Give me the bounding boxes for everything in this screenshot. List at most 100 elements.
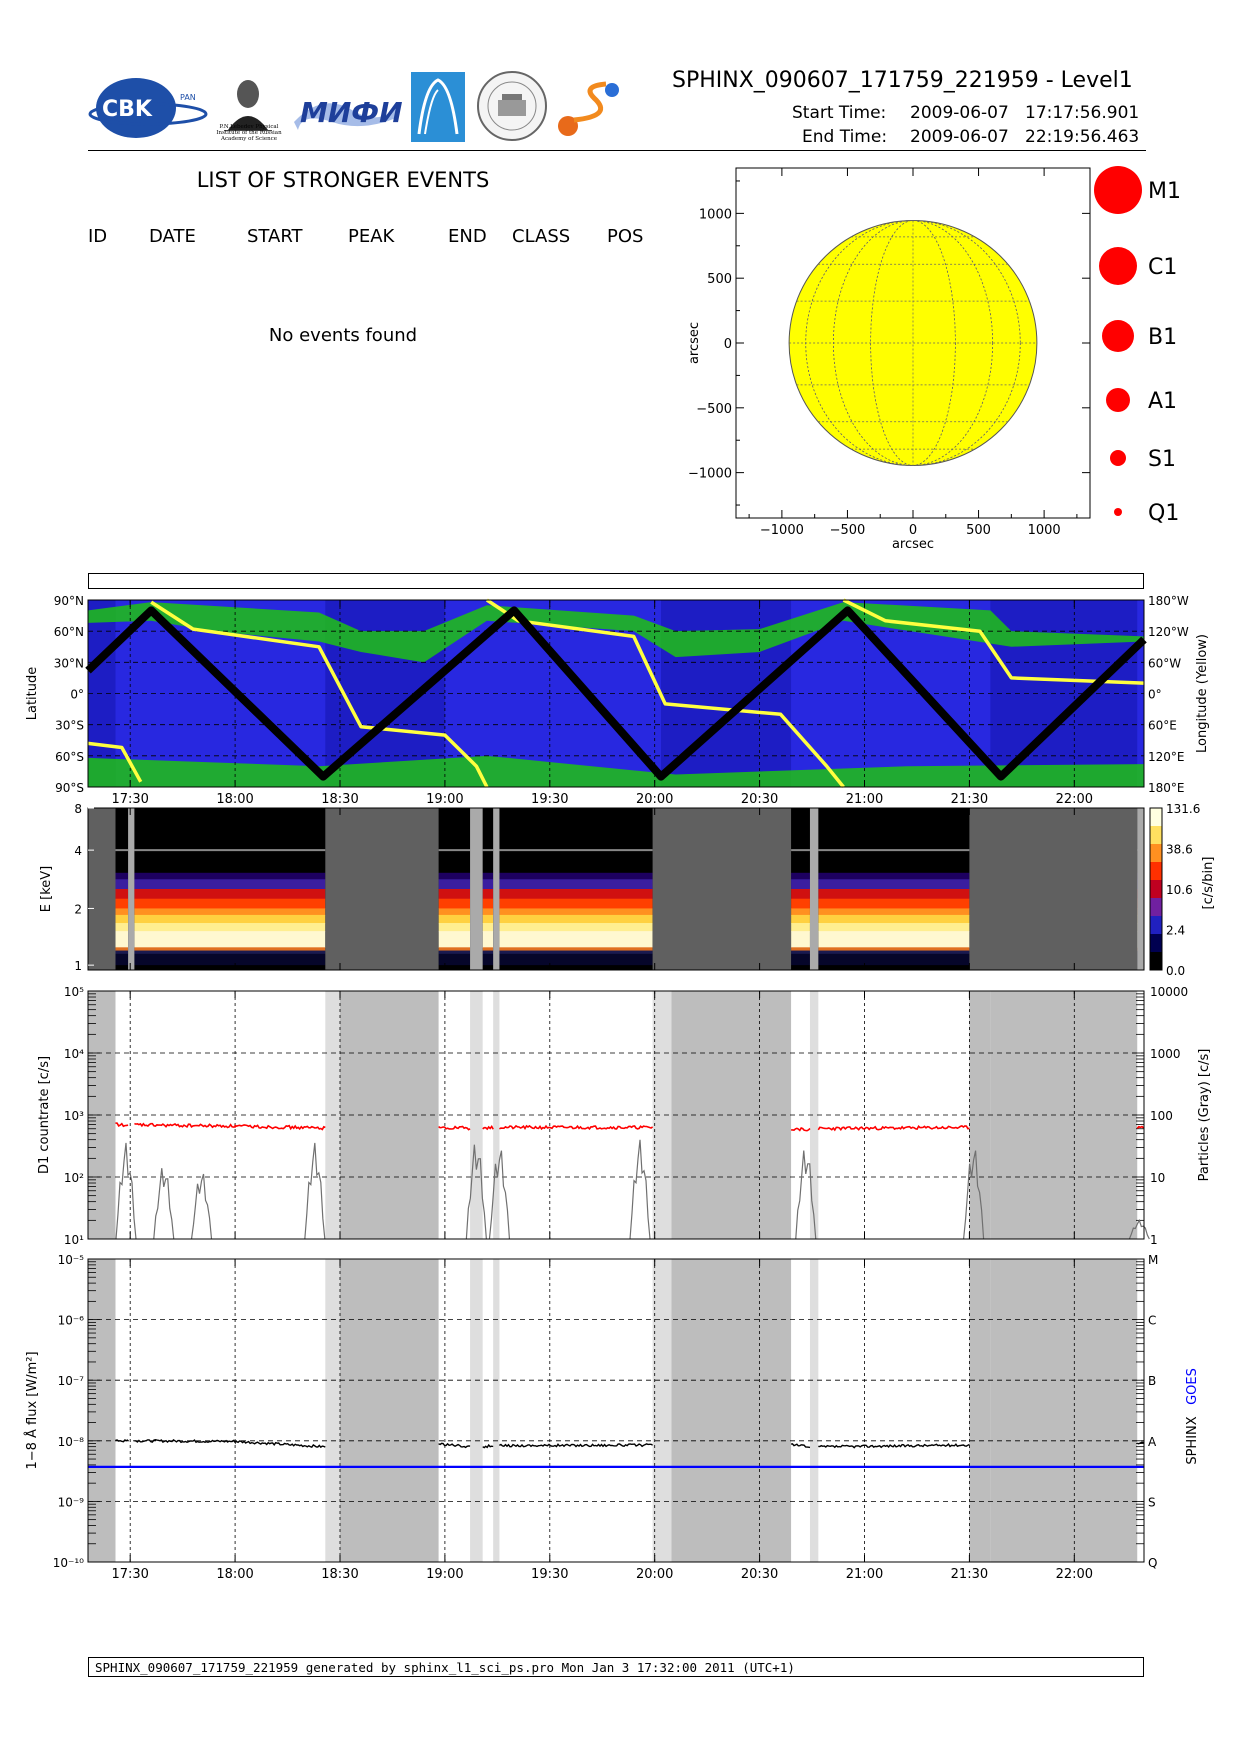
time-tick-label: 21:00 [846,1567,883,1582]
spectrogram-band [499,898,653,909]
gap-band [671,1259,792,1562]
sun-map-y-tick-label: 1000 [699,207,732,222]
d1-countrate-series [115,1122,129,1128]
sun-map-x-axis-label: arcsec [892,537,934,552]
colorbar-segment [1150,916,1162,935]
colorbar-tick-label: 0.0 [1166,964,1185,978]
sun-map-y-tick-label: 0 [724,337,732,352]
class-marker-a1 [1106,388,1130,412]
class-marker-s1 [1110,450,1126,466]
orbit-lat-tick-label: 60°N [54,625,84,639]
spectrogram-band [791,889,810,900]
cbk-logo: CBK PAN [88,72,208,142]
class-marker-q1 [1114,508,1122,516]
colorbar-segment [1150,844,1162,863]
d1-tick-label: 10¹ [64,1233,84,1247]
time-tick-label: 18:30 [321,792,358,807]
gap-band [809,991,819,1239]
particle-spike [190,1173,213,1240]
cbk-logo-text: CBK [102,97,153,122]
particle-spike [153,1168,175,1240]
spectrogram-band [818,947,970,952]
solar-grid [789,220,1037,466]
d1-tick-label: 10⁵ [64,985,84,999]
class-legend: M1 C1 B1 A1 S1 Q1 [1094,166,1181,526]
spectrogram-band [134,947,326,952]
spectrogram-frame [87,807,1145,971]
col-pos: POS [607,226,644,247]
colorbar-tick-label: 131.6 [1166,802,1200,816]
lebedev-logo [212,72,284,144]
gap-band [809,1259,819,1562]
spectrogram-band [115,908,129,916]
spectrogram-band [134,889,326,900]
colorbar-segment [1150,862,1162,881]
spectrogram-band [482,889,494,900]
d1-tick-label: 10⁴ [64,1047,84,1061]
time-tick-label: 22:00 [1056,792,1093,807]
class-label-m1: M1 [1148,179,1181,204]
time-tick-label: 18:00 [216,792,253,807]
spectrogram-band [134,953,326,966]
d1-tick-label: 10³ [64,1109,84,1123]
particle-spike [1128,1218,1150,1240]
spectrogram-band [134,872,326,880]
spectrogram-band [482,914,494,924]
spectrogram-band [134,908,326,916]
flux-frame [87,1258,1145,1563]
events-title: LIST OF STRONGER EVENTS [196,168,490,192]
spectrogram-band [791,898,810,909]
orbit-lon-tick-label: 0° [1148,688,1162,702]
colorbar-frame [1149,807,1163,971]
time-tick-label: 19:30 [531,1567,568,1582]
spectrogram-band [115,950,129,955]
spectrogram-gap [809,808,819,970]
colorbar-segment [1150,898,1162,917]
spectrogram-band [818,908,970,916]
flux-class-label: A [1148,1435,1157,1449]
flux-tick-label: 10⁻⁷ [58,1374,85,1388]
spectrogram-band [115,931,129,948]
spectrogram-band [818,923,970,932]
class-label-c1: C1 [1148,255,1177,280]
gap-band [88,1259,116,1562]
spectrogram-band [499,879,653,890]
spectrogram-band [499,914,653,924]
time-tick-label: 19:00 [426,1567,463,1582]
sphinx-flux-series [482,1443,494,1449]
sun-map-y-tick-label: −1000 [688,467,732,482]
orbit-lon-tick-label: 60°W [1148,656,1181,670]
spectrogram-band [438,953,471,966]
sun-map-x-tick-label: 500 [966,523,991,538]
colorbar-axis-label: [c/s/bin] [1201,857,1216,910]
flux-y-axis-label: 1−8 Å flux [W/m²] [24,1351,40,1469]
spectrogram-band [818,914,970,924]
time-tick-label: 18:00 [216,1567,253,1582]
spectrogram-band [818,898,970,909]
mifi-logo-text: MИФИ [300,96,402,129]
spectrogram-band [482,953,494,966]
particles-tick-label: 100 [1150,1109,1173,1123]
spectrogram-energy-tick-label: 4 [74,844,82,858]
time-tick-label: 20:30 [741,1567,778,1582]
spectrogram-band [115,953,129,966]
gap-band [493,1259,500,1562]
spectrogram-band [482,923,494,932]
orbit-frame [87,599,1145,788]
sphinx-flux-series [818,1443,970,1449]
sphinx-flux-series [134,1438,326,1449]
start-time-label: Start Time: [792,103,887,123]
colorbar-tick-label: 10.6 [1166,883,1193,897]
end-time-label: End Time: [802,127,888,147]
spectrogram-band [791,914,810,924]
spectrogram-band [791,953,810,966]
orbit-y-axis-label: Latitude [25,667,40,721]
col-date: DATE [149,226,196,247]
particles-y-axis-label: Particles (Gray) [c/s] [1197,1049,1212,1182]
spectrogram-band [791,947,810,952]
time-tick-label: 21:00 [846,792,883,807]
spectrogram-band [134,879,326,890]
spectrogram-band [438,898,471,909]
spectrogram-band [791,879,810,890]
spectrogram-band [482,908,494,916]
